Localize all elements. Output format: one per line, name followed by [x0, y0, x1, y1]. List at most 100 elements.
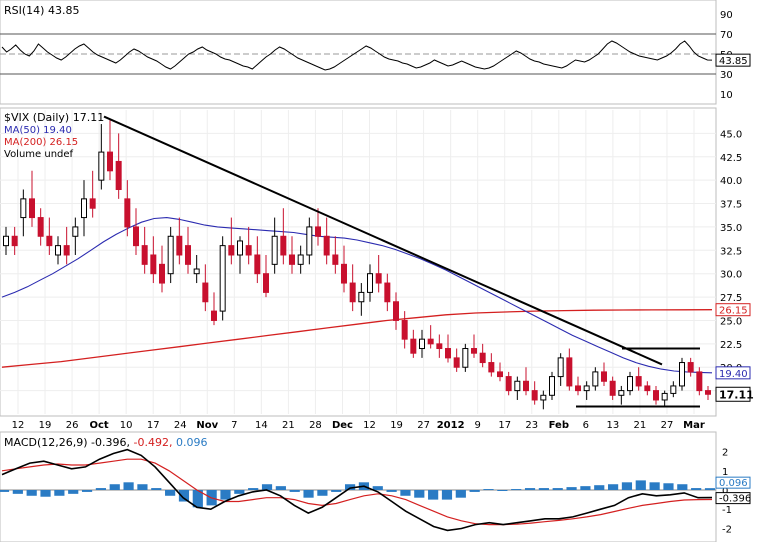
- legend-ma200: MA(200) 26.15: [4, 137, 78, 148]
- x-tick-label: 9: [474, 420, 480, 431]
- macd-histogram-bar: [455, 490, 466, 498]
- candle-body: [280, 235, 287, 256]
- macd-histogram-bar: [704, 488, 716, 490]
- rsi-tick-label: 10: [720, 90, 733, 101]
- macd-line: [1, 448, 713, 532]
- candle-body: [159, 263, 165, 284]
- candle-body: [575, 385, 581, 392]
- candle-body: [133, 226, 139, 247]
- candle-body: [341, 263, 347, 284]
- macd-histogram-bar: [566, 487, 577, 490]
- x-tick-label: Feb: [549, 420, 569, 431]
- candle-body: [11, 235, 18, 247]
- candle-body: [479, 352, 486, 364]
- x-tick-label: 12: [12, 420, 25, 431]
- rsi-tick-label: 70: [720, 30, 733, 41]
- macd-title-signal: -0.492,: [134, 436, 173, 449]
- x-tick-label: 14: [255, 420, 268, 431]
- x-tick-label: Dec: [332, 420, 353, 431]
- x-tick-label: Nov: [196, 420, 218, 431]
- macd-signal-line: [1, 458, 713, 526]
- price-tick-label: 40.0: [720, 176, 742, 187]
- candle-body: [332, 254, 339, 265]
- macd-histogram-bar: [524, 488, 536, 490]
- candle-body: [115, 160, 122, 191]
- macd-histogram-bar: [0, 490, 10, 492]
- candle-body: [263, 273, 269, 293]
- macd-histogram-bar: [691, 488, 702, 490]
- candle-body: [436, 343, 443, 350]
- candle-body: [592, 371, 599, 387]
- macd-histogram-bar: [372, 486, 383, 490]
- price-tick-label: 45.0: [720, 129, 742, 140]
- macd-histogram-bar: [428, 490, 439, 500]
- macd-histogram-bar: [95, 488, 106, 490]
- macd-histogram-bar: [234, 490, 245, 494]
- candle-body: [20, 198, 27, 219]
- candle-body: [384, 282, 391, 303]
- x-tick-label: 26: [66, 420, 79, 431]
- candle-body: [237, 240, 243, 256]
- x-tick-label: 19: [39, 420, 52, 431]
- x-tick-label: 2012: [437, 420, 465, 431]
- x-tick-label: 27: [417, 420, 430, 431]
- ma200-line: [1, 309, 713, 368]
- candle-body: [705, 390, 711, 395]
- candle-body: [583, 385, 590, 392]
- x-tick-label: 19: [390, 420, 403, 431]
- macd-histogram-bar: [677, 484, 688, 490]
- rsi-tick-label: 90: [720, 10, 733, 21]
- macd-histogram-bar: [165, 490, 176, 496]
- macd-histogram-bar: [594, 485, 605, 490]
- macd-histogram-bar: [344, 484, 356, 490]
- macd-layer: 2 1 0 -1 -2 0.096 -0.396: [0, 448, 751, 535]
- candle-body: [367, 273, 373, 293]
- price-tick-label: 25.0: [720, 316, 742, 327]
- rsi-value-label: 43.85: [719, 56, 748, 67]
- price-tick-label: 22.5: [720, 340, 742, 351]
- candle-body: [644, 385, 651, 392]
- candle-body: [419, 338, 425, 350]
- ma200-value-label: 26.15: [719, 306, 748, 317]
- macd-histogram-bar: [469, 490, 480, 492]
- macd-histogram-bar: [151, 488, 162, 490]
- candle-body: [653, 390, 659, 401]
- candle-body: [471, 348, 477, 354]
- rsi-title: RSI(14) 43.85: [4, 4, 79, 17]
- macd-value-tag: [715, 492, 751, 505]
- candle-body: [297, 254, 304, 265]
- candle-body: [540, 394, 547, 401]
- price-tick-label: 37.5: [720, 200, 742, 211]
- candle-body: [375, 273, 382, 284]
- x-tick-label: 6: [583, 420, 589, 431]
- macd-histogram-bar: [441, 490, 453, 500]
- candle-body: [29, 198, 35, 219]
- candle-body: [63, 245, 70, 256]
- candle-body: [514, 380, 521, 392]
- candle-body: [410, 338, 417, 354]
- macd-histogram-bar: [54, 490, 65, 496]
- candle-body: [453, 357, 460, 368]
- macd-histogram-bar: [635, 480, 646, 490]
- ma50-value-tag: [715, 366, 751, 380]
- macd-title-histogram: 0.096: [176, 436, 208, 449]
- x-tick-label: 21: [282, 420, 295, 431]
- price-tick-label: 42.5: [720, 153, 742, 164]
- price-tick-label: 27.5: [720, 293, 742, 304]
- macd-histogram-bar: [81, 490, 93, 492]
- macd-histogram-bar: [386, 490, 397, 492]
- candle-body: [566, 357, 573, 387]
- candle-body: [401, 319, 408, 340]
- macd-histogram-bar: [621, 482, 633, 490]
- candle-body: [609, 380, 616, 396]
- macd-tick-label: -2: [722, 524, 732, 535]
- x-tick-label: 13: [607, 420, 620, 431]
- macd-histogram-bar: [261, 484, 273, 490]
- price-layer: 12 19 26 Oct 10 17 24 Nov 7 14 21 28 Dec 12 19 27 2012 9 1…: [0, 110, 754, 431]
- x-tick-label: 23: [525, 420, 538, 431]
- macd-histogram-bar: [552, 488, 563, 490]
- x-tick-label: 7: [231, 420, 237, 431]
- macd-title-value: MACD(12,26,9) -0.396,: [4, 436, 130, 449]
